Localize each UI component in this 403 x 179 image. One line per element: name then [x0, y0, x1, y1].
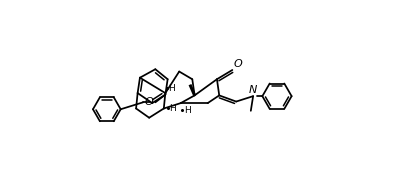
Text: H: H	[168, 84, 175, 93]
Text: H: H	[184, 106, 191, 115]
Text: O: O	[145, 96, 154, 107]
Text: H: H	[169, 104, 176, 113]
Text: O: O	[233, 59, 242, 69]
Text: N: N	[249, 85, 257, 95]
